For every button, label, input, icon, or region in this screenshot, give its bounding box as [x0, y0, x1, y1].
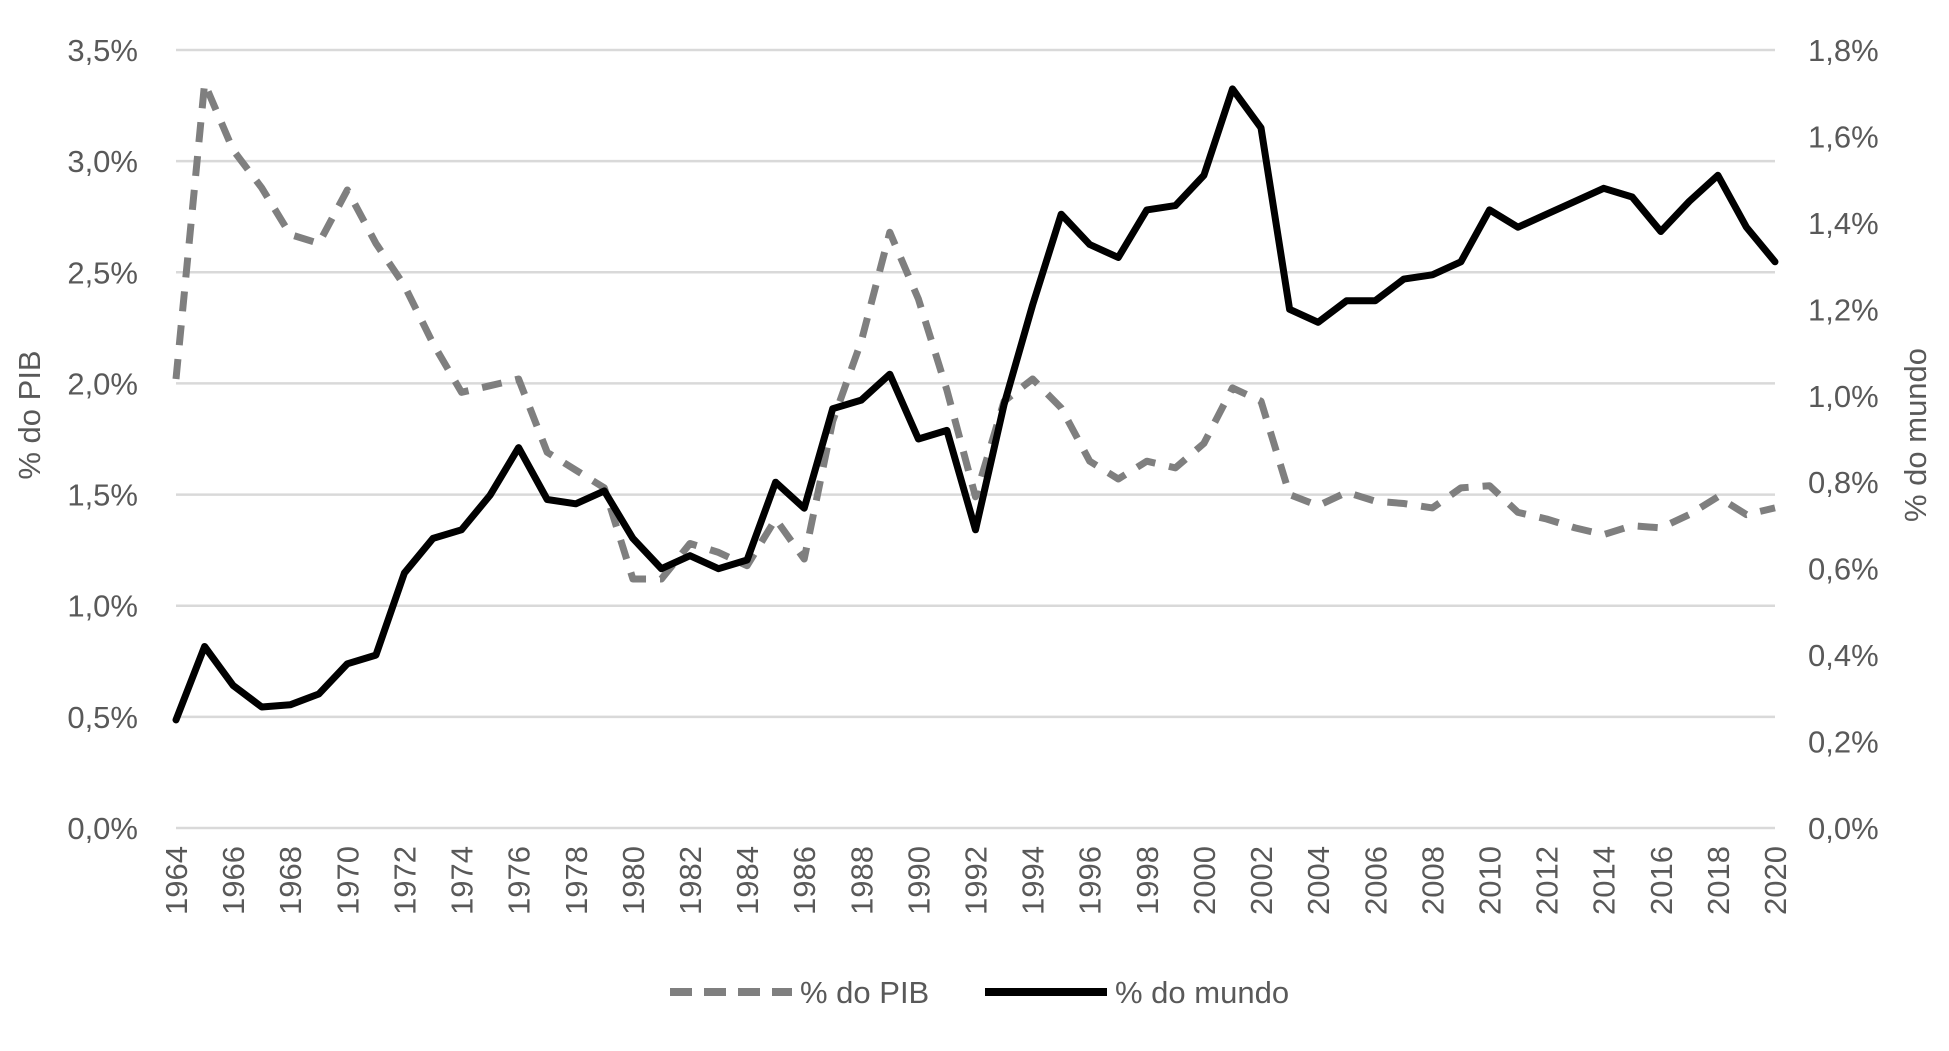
legend-label-pib: % do PIB [800, 975, 929, 1010]
right-tick-label: 1,2% [1808, 292, 1879, 327]
x-tick-label: 1980 [616, 846, 651, 915]
x-tick-label: 1970 [330, 846, 365, 915]
left-tick-label: 2,0% [67, 366, 138, 401]
left-tick-label: 1,0% [67, 589, 138, 624]
left-tick-label: 0,0% [67, 811, 138, 846]
left-axis-title: % do PIB [12, 350, 47, 479]
right-tick-label: 1,8% [1808, 33, 1879, 68]
x-tick-label: 1968 [273, 846, 308, 915]
x-tick-label: 2012 [1530, 846, 1565, 915]
legend: % do PIB % do mundo [670, 975, 1289, 1010]
x-tick-label: 2008 [1415, 846, 1450, 915]
x-tick-label: 1976 [502, 846, 537, 915]
series-line-mundo [172, 85, 1779, 724]
right-tick-label: 0,8% [1808, 465, 1879, 500]
x-tick-label: 1982 [673, 846, 708, 915]
x-tick-label: 2020 [1758, 846, 1793, 915]
right-tick-label: 0,4% [1808, 638, 1879, 673]
right-tick-label: 0,0% [1808, 811, 1879, 846]
left-tick-label: 0,5% [67, 700, 138, 735]
right-axis-ticks: 0,0% 0,2% 0,4% 0,6% 0,8% 1,0% 1,2% 1,4% 1,6% 1,8% [1808, 33, 1879, 846]
x-tick-label: 1964 [159, 846, 194, 915]
x-tick-label: 2010 [1472, 846, 1507, 915]
x-tick-label: 1998 [1130, 846, 1165, 915]
legend-label-mundo: % do mundo [1115, 975, 1289, 1010]
x-tick-label: 1988 [844, 846, 879, 915]
right-tick-label: 1,0% [1808, 379, 1879, 414]
left-tick-label: 3,0% [67, 144, 138, 179]
right-tick-label: 0,2% [1808, 725, 1879, 760]
x-tick-label: 2006 [1358, 846, 1393, 915]
right-tick-label: 1,4% [1808, 206, 1879, 241]
x-tick-label: 1994 [1016, 846, 1051, 915]
x-tick-label: 2000 [1187, 846, 1222, 915]
series-line-pib [172, 79, 1776, 583]
right-tick-label: 0,6% [1808, 552, 1879, 587]
x-tick-label: 1986 [787, 846, 822, 915]
right-axis-title: % do mundo [1898, 348, 1933, 522]
x-tick-label: 1992 [959, 846, 994, 915]
x-tick-label: 1984 [730, 846, 765, 915]
x-tick-label: 2002 [1244, 846, 1279, 915]
left-tick-label: 1,5% [67, 478, 138, 513]
right-tick-label: 1,6% [1808, 119, 1879, 154]
x-tick-label: 1972 [387, 846, 422, 915]
x-tick-label: 2004 [1301, 846, 1336, 915]
x-tick-label: 1978 [559, 846, 594, 915]
left-tick-label: 3,5% [67, 33, 138, 68]
left-axis-ticks: 0,0% 0,5% 1,0% 1,5% 2,0% 2,5% 3,0% 3,5% [67, 33, 138, 846]
x-tick-label: 2018 [1701, 846, 1736, 915]
x-tick-label: 1990 [901, 846, 936, 915]
series-lines [172, 79, 1779, 724]
x-tick-label: 2014 [1587, 846, 1622, 915]
x-axis-ticks: 1964 1966 1968 1970 1972 1974 1976 1978 1980 1982… [159, 846, 1793, 915]
x-tick-label: 1974 [445, 846, 480, 915]
x-tick-label: 1996 [1073, 846, 1108, 915]
grid-lines [176, 48, 1775, 830]
x-tick-label: 1966 [216, 846, 251, 915]
left-tick-label: 2,5% [67, 255, 138, 290]
x-tick-label: 2016 [1644, 846, 1679, 915]
